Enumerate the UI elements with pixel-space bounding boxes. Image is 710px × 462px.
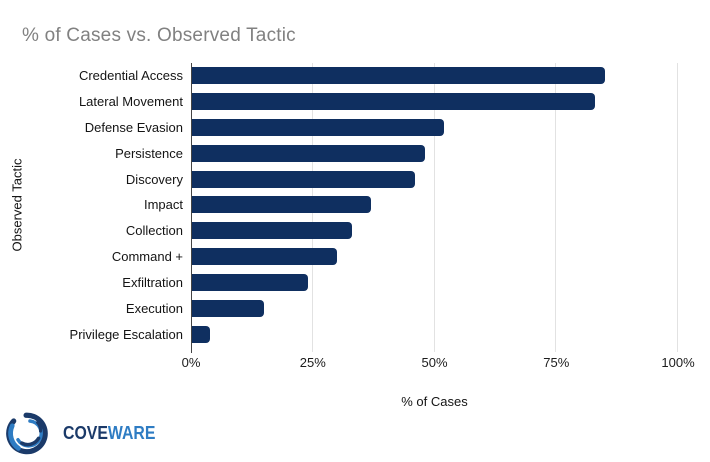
category-label: Lateral Movement: [78, 94, 183, 110]
coveware-swirl-icon: [6, 412, 48, 455]
category-axis-labels: Credential Access Lateral Movement Defense…: [0, 63, 183, 347]
bar-row: [191, 115, 678, 141]
x-tick-label: 100%: [661, 355, 695, 370]
gridline: [433, 63, 435, 352]
bar-collection: [191, 222, 352, 240]
category-label: Execution: [125, 300, 183, 316]
x-axis-label: % of Cases: [401, 394, 468, 409]
y-axis-line: [191, 63, 192, 353]
bar-exfiltration: [191, 273, 308, 291]
logo-text: COVEWARE: [63, 423, 155, 444]
bar-credential-access: [191, 67, 605, 85]
x-tick-label: 0%: [181, 355, 201, 370]
gridline: [555, 63, 557, 352]
category-label: Persistence: [115, 145, 183, 161]
bar-row: [191, 270, 678, 296]
bar-row: [191, 166, 678, 192]
category-label: Impact: [143, 197, 183, 213]
plot-area: [191, 63, 678, 353]
bar-impact: [191, 196, 372, 214]
bar-row: [191, 89, 678, 115]
bar-row: [191, 218, 678, 244]
logo-text-ware: WARE: [107, 422, 156, 443]
category-label: Discovery: [125, 171, 183, 187]
category-label: Privilege Escalation: [69, 326, 183, 342]
bar-privilege-escalation: [191, 325, 211, 343]
chart-title: % of Cases vs. Observed Tactic: [22, 25, 296, 46]
category-label: Credential Access: [78, 68, 183, 84]
bar-command: [191, 248, 338, 266]
bar-defense-evasion: [191, 119, 445, 137]
bar-lateral-movement: [191, 93, 596, 111]
category-label: Command +: [111, 249, 183, 265]
category-label: Collection: [125, 223, 183, 239]
bar-row: [191, 321, 678, 347]
bar-persistence: [191, 144, 425, 162]
x-axis-ticks: 0% 25% 50% 75% 100%: [182, 355, 695, 371]
x-tick-label: 50%: [421, 355, 448, 370]
bar-row: [191, 192, 678, 218]
x-tick-label: 25%: [299, 355, 326, 370]
bar-row: [191, 295, 678, 321]
bar-row: [191, 140, 678, 166]
bar-series: [191, 63, 678, 347]
bar-execution: [191, 299, 265, 317]
bar-row: [191, 244, 678, 270]
category-label: Exfiltration: [122, 274, 183, 290]
bar-discovery: [191, 170, 416, 188]
logo-text-cove: COVE: [63, 422, 108, 443]
category-label: Defense Evasion: [84, 120, 183, 136]
x-tick-label: 75%: [543, 355, 570, 370]
bar-row: [191, 63, 678, 89]
gridline: [677, 63, 678, 352]
coveware-logo: COVEWARE: [6, 410, 168, 456]
